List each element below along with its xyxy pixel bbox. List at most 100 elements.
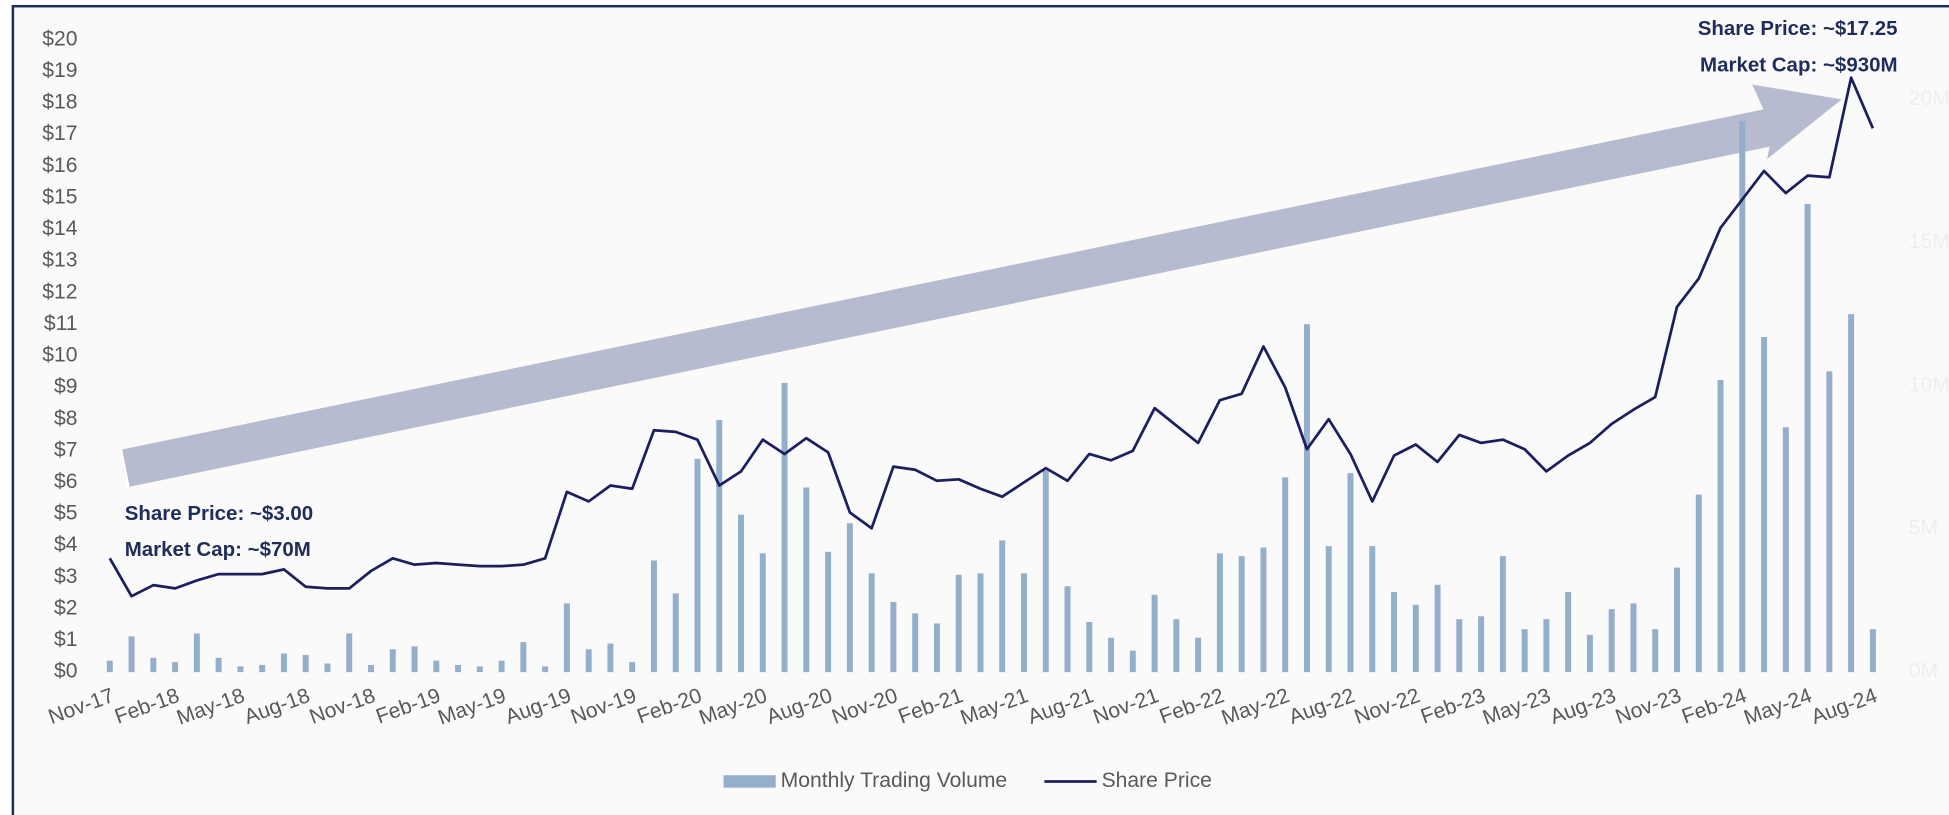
legend-label: Monthly Trading Volume <box>781 769 1007 792</box>
bar <box>1412 604 1419 673</box>
annotation: Share Price: ~$17.25 <box>1698 17 1898 40</box>
bar <box>912 613 919 673</box>
bar <box>977 573 984 673</box>
bar <box>1064 586 1071 673</box>
bar <box>193 633 200 673</box>
bar <box>803 487 810 673</box>
bar <box>1782 427 1789 673</box>
y2-tick-label: 0M <box>1909 660 1938 683</box>
bar <box>433 660 440 673</box>
bar <box>1216 553 1223 673</box>
legend-label: Share Price <box>1102 769 1212 792</box>
y-tick-label: $1 <box>54 628 77 651</box>
bar <box>1325 546 1332 673</box>
bar <box>1303 324 1310 673</box>
bar <box>128 636 135 673</box>
bar <box>280 653 287 673</box>
bar <box>368 664 374 673</box>
y2-tick-label: 10M <box>1909 373 1949 396</box>
bar <box>1456 619 1463 673</box>
bar <box>259 664 266 673</box>
bar <box>346 633 353 673</box>
bar <box>1195 637 1202 673</box>
y-tick-label: $20 <box>42 27 77 50</box>
y2-tick-label: 5M <box>1909 517 1938 540</box>
bar <box>607 643 614 673</box>
bar <box>172 662 179 673</box>
bar <box>1543 619 1550 673</box>
y-tick-label: $8 <box>54 407 77 430</box>
bar <box>955 574 962 673</box>
annotation: Market Cap: ~$930M <box>1700 53 1898 76</box>
bar <box>411 646 418 673</box>
y-tick-label: $19 <box>42 59 77 82</box>
bar <box>1042 470 1049 673</box>
bar <box>563 603 570 673</box>
bar <box>759 553 766 673</box>
y-tick-label: $16 <box>42 154 77 177</box>
bar <box>1369 546 1376 673</box>
bar <box>1347 473 1354 673</box>
bar <box>1826 371 1833 673</box>
bar <box>1608 609 1615 673</box>
bar <box>1391 591 1398 673</box>
growth-arrow <box>120 84 1842 488</box>
bar <box>1761 337 1768 673</box>
y-tick-label: $15 <box>42 185 77 208</box>
y-tick-label: $0 <box>54 660 77 683</box>
bar <box>1260 547 1267 673</box>
bar <box>890 601 897 673</box>
bar <box>1869 629 1876 673</box>
bar <box>1652 629 1659 673</box>
bar <box>781 382 788 673</box>
bar <box>738 514 745 673</box>
bar <box>1282 477 1289 673</box>
price-line <box>108 76 1875 598</box>
y-tick-label: $2 <box>54 596 77 619</box>
y-tick-label: $4 <box>54 533 78 556</box>
bar <box>1695 494 1702 673</box>
bar <box>389 649 396 673</box>
bar <box>1499 556 1506 673</box>
y2-tick-label: 15M <box>1909 230 1949 253</box>
bar <box>650 560 657 673</box>
bar <box>1586 634 1593 673</box>
bar <box>324 663 331 673</box>
bar <box>1521 629 1528 673</box>
bar <box>1108 637 1115 673</box>
y-tick-label: $17 <box>42 122 77 145</box>
bar <box>1238 556 1245 673</box>
bar <box>1565 591 1572 673</box>
y-tick-label: $10 <box>42 344 77 367</box>
bar <box>237 666 244 673</box>
bar <box>1717 380 1724 673</box>
bar <box>215 657 222 673</box>
legend-swatch <box>723 775 776 788</box>
bar <box>1021 573 1027 673</box>
bar <box>1848 314 1855 673</box>
bar <box>150 657 157 673</box>
annotation: Share Price: ~$3.00 <box>125 502 313 525</box>
y-tick-label: $6 <box>54 470 77 493</box>
y-tick-label: $9 <box>54 375 77 398</box>
bar <box>629 662 636 673</box>
bar <box>1478 616 1485 673</box>
bar <box>476 666 483 673</box>
bar <box>542 666 549 673</box>
bar <box>933 623 940 673</box>
bar <box>1173 619 1180 673</box>
bar <box>455 664 462 673</box>
bar <box>825 551 832 673</box>
arrow-tail <box>119 449 130 488</box>
y-tick-label: $3 <box>54 565 77 588</box>
bar <box>672 593 679 673</box>
y-tick-label: $18 <box>42 91 77 114</box>
y-tick-label: $12 <box>42 280 77 303</box>
bar <box>1804 203 1811 673</box>
bar <box>585 649 592 673</box>
bar <box>1674 567 1680 673</box>
annotation: Market Cap: ~$70M <box>125 538 311 561</box>
bar <box>1129 650 1136 673</box>
